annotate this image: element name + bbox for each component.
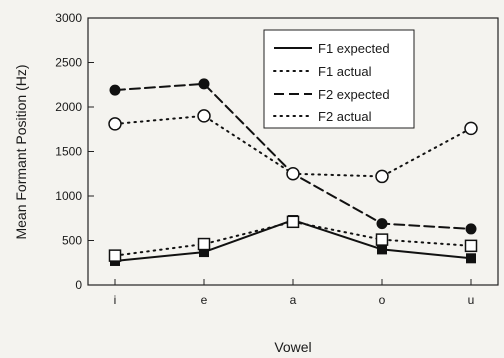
x-axis-title: Vowel xyxy=(274,339,311,355)
y-tick-label: 500 xyxy=(62,234,82,248)
data-point xyxy=(377,244,387,255)
data-point xyxy=(198,78,210,90)
legend-label-f1-actual: F1 actual xyxy=(318,64,372,79)
data-point xyxy=(108,249,122,262)
data-point xyxy=(197,237,211,251)
data-point xyxy=(197,109,211,123)
y-axis: 0 500 1000 1500 2000 2500 3000 xyxy=(55,11,94,292)
data-point xyxy=(199,247,209,258)
x-tick-label: i xyxy=(114,293,117,307)
y-tick-label: 2500 xyxy=(55,56,82,70)
data-point xyxy=(465,223,477,235)
series-layer xyxy=(108,78,478,266)
data-point xyxy=(108,117,122,131)
legend-label-f2-actual: F2 actual xyxy=(318,109,372,124)
y-tick-label: 0 xyxy=(75,278,82,292)
data-point xyxy=(464,121,478,136)
data-point xyxy=(109,84,121,96)
y-tick-label: 3000 xyxy=(55,11,82,25)
legend-box xyxy=(263,29,415,129)
x-tick-label: a xyxy=(290,293,297,307)
y-tick-label: 1500 xyxy=(55,145,82,159)
data-point xyxy=(464,239,478,253)
x-tick-label: u xyxy=(468,293,475,307)
y-tick-label: 2000 xyxy=(55,100,82,114)
x-tick-label: e xyxy=(201,293,208,307)
data-point xyxy=(466,253,476,264)
x-tick-label: o xyxy=(379,293,386,307)
data-point xyxy=(286,167,300,181)
data-point xyxy=(286,215,300,229)
legend: F1 expected F1 actual F2 expected F2 act… xyxy=(263,29,415,129)
y-axis-title: Mean Formant Position (Hz) xyxy=(13,64,29,239)
series-f2-actual xyxy=(108,109,478,184)
series-f1-actual xyxy=(108,215,478,262)
data-point xyxy=(375,233,389,246)
legend-label-f2-expected: F2 expected xyxy=(318,87,390,102)
legend-label-f1-expected: F1 expected xyxy=(318,41,390,56)
y-tick-label: 1000 xyxy=(55,189,82,203)
data-point xyxy=(375,169,389,184)
data-point xyxy=(376,218,388,230)
